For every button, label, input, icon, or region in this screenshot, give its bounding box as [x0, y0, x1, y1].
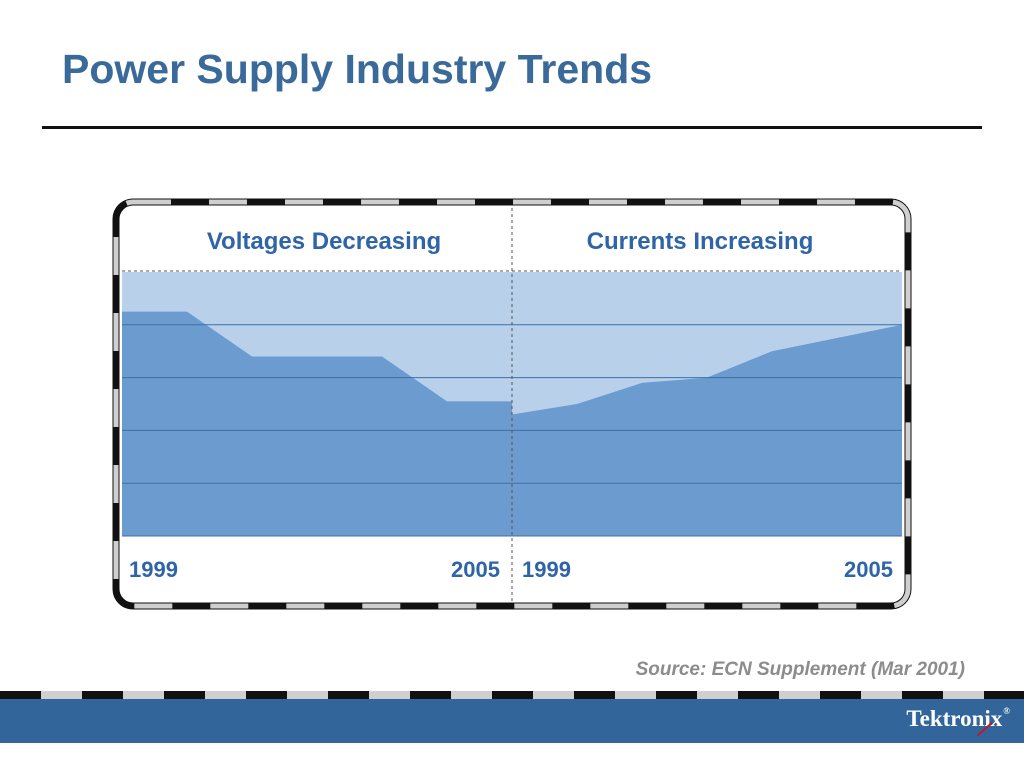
- left-x-start-label: 1999: [129, 557, 178, 582]
- title-divider: [42, 126, 982, 129]
- left-series-area: [122, 311, 512, 536]
- left-subchart: [122, 272, 512, 537]
- left-x-end-label: 2005: [451, 557, 500, 582]
- chart-panel: Voltages Decreasing Currents Increasing …: [112, 198, 912, 610]
- left-chart-title: Voltages Decreasing: [207, 228, 441, 255]
- right-x-start-label: 1999: [522, 557, 571, 582]
- slide-title: Power Supply Industry Trends: [62, 46, 653, 92]
- right-chart-title: Currents Increasing: [587, 228, 814, 255]
- tektronix-logo: Tektronix®: [906, 706, 1010, 731]
- frame-dash-pattern: [113, 199, 911, 609]
- source-note: Source: ECN Supplement (Mar 2001): [635, 659, 965, 680]
- right-subchart: [512, 272, 902, 537]
- footer-stripe: [0, 691, 1024, 699]
- footer-bar: [0, 699, 1024, 743]
- right-x-end-label: 2005: [844, 557, 893, 582]
